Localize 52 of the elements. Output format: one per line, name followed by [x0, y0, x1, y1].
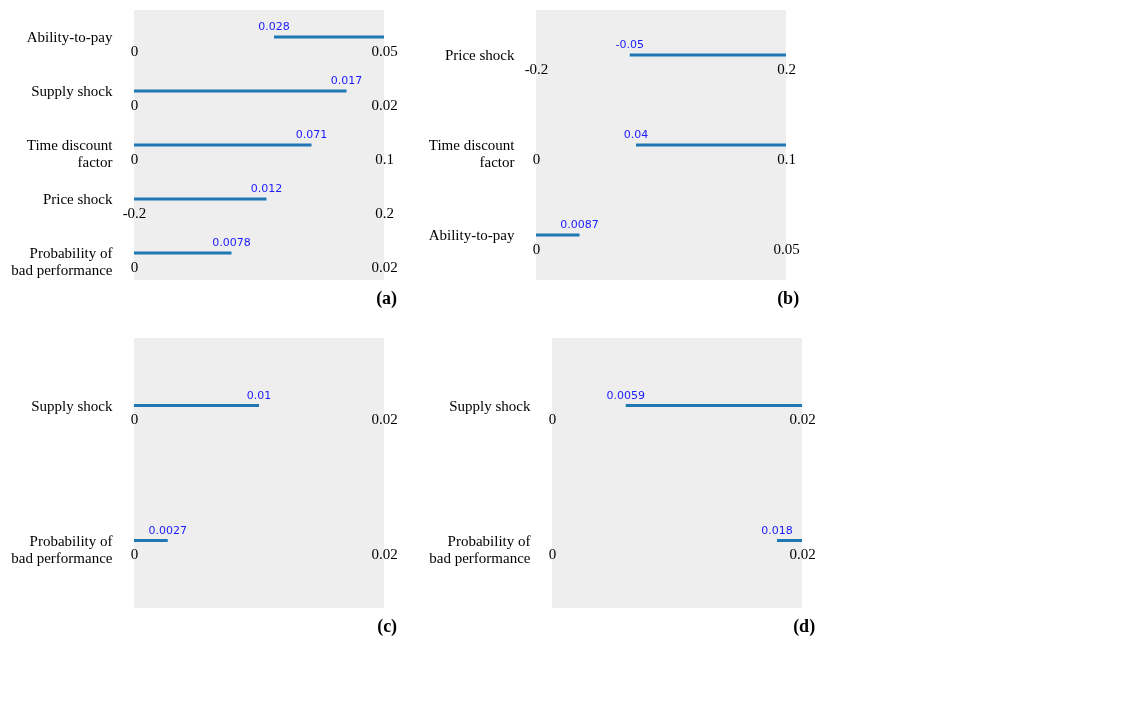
y-tick-label: Ability-to-pay — [26, 29, 113, 45]
x-tick-label: 0 — [548, 546, 557, 562]
x-tick-label: 0.1 — [375, 150, 394, 167]
annotation: 0.017 — [330, 74, 363, 87]
x-tick-label: 0 — [130, 258, 139, 275]
x-tick-label: 0.05 — [773, 240, 800, 257]
y-tick-label: Supply shock — [31, 397, 113, 414]
x-tick-label: -0.2 — [122, 204, 147, 221]
x-tick-label: 0.05 — [371, 42, 398, 59]
x-tick-label: 0.1 — [777, 150, 796, 167]
x-tick-label: 0 — [532, 240, 541, 257]
annotation: 0.0087 — [560, 218, 599, 231]
x-tick-label: 0 — [548, 411, 557, 427]
x-tick-label: 0.2 — [375, 204, 394, 221]
annotation: 0.0078 — [212, 236, 251, 249]
y-tick-label: Price shock — [444, 47, 515, 63]
x-tick-label: 0 — [532, 150, 541, 167]
annotation: 0.071 — [295, 128, 328, 141]
y-tick-label: Probability of bad performance — [429, 532, 531, 566]
y-tick-label: Supply shock — [31, 83, 113, 99]
text: (d) — [793, 616, 816, 637]
text: (a) — [376, 288, 398, 309]
y-tick-label: Ability-to-pay — [428, 227, 515, 243]
annotation: 0.0027 — [148, 523, 187, 537]
annotation: 0.01 — [246, 388, 272, 402]
annotation: 0.04 — [623, 128, 649, 141]
x-tick-label: 0 — [130, 411, 139, 427]
x-tick-label: -0.2 — [524, 60, 549, 77]
x-tick-label: 0.2 — [777, 60, 796, 77]
x-tick-label: 0.02 — [789, 411, 816, 427]
annotation: 0.012 — [250, 182, 283, 195]
x-tick-label: 0.02 — [371, 258, 398, 275]
x-tick-label: 0.02 — [371, 96, 398, 113]
y-tick-label: Time discount factor — [26, 137, 114, 170]
annotation: 0.028 — [258, 20, 290, 33]
annotation: -0.05 — [615, 38, 644, 51]
annotation: 0.0059 — [606, 388, 645, 402]
x-tick-label: 0 — [130, 96, 139, 113]
y-tick-label: Probability of bad performance — [11, 245, 113, 278]
x-tick-label: 0.02 — [371, 546, 398, 562]
x-tick-label: 0.02 — [789, 546, 816, 562]
y-tick-label: Supply shock — [449, 397, 531, 414]
text: (c) — [377, 616, 398, 637]
x-tick-label: 0.02 — [371, 411, 398, 427]
x-tick-label: 0 — [130, 150, 139, 167]
annotation: 0.018 — [761, 523, 793, 537]
text: (b) — [777, 288, 800, 309]
y-tick-label: Probability of bad performance — [11, 532, 113, 566]
y-tick-label: Time discount factor — [428, 137, 516, 170]
x-tick-label: 0 — [130, 546, 139, 562]
x-tick-label: 0 — [130, 42, 139, 59]
y-tick-label: Price shock — [42, 191, 113, 207]
